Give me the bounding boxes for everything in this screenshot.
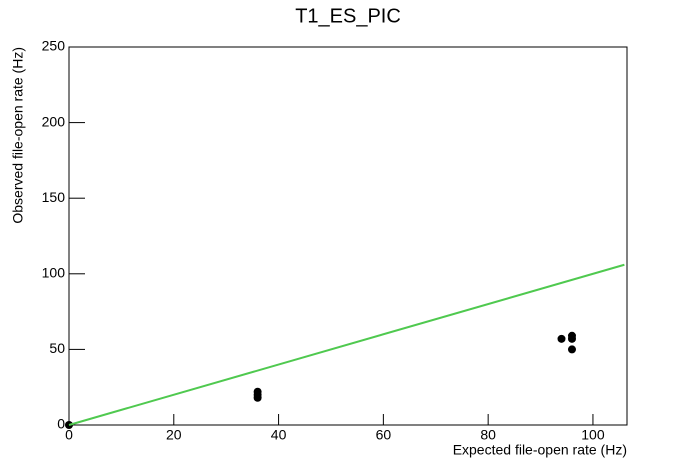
y-tick-label: 50 <box>49 340 65 356</box>
fit-line <box>68 263 625 426</box>
x-tick-label: 80 <box>480 427 496 443</box>
data-point <box>567 345 576 354</box>
chart-title: T1_ES_PIC <box>295 5 401 27</box>
x-tick-label: 60 <box>376 427 392 443</box>
y-tick-label: 100 <box>42 265 66 281</box>
x-tick-label: 0 <box>65 427 73 443</box>
data-point <box>253 393 262 402</box>
x-tick-label: 20 <box>166 427 182 443</box>
y-tick-label: 200 <box>42 113 66 129</box>
y-axis-label: Observed file-open rate (Hz) <box>10 47 26 224</box>
x-axis-label: Expected file-open rate (Hz) <box>453 442 627 458</box>
y-tick-label: 250 <box>42 38 66 54</box>
data-point <box>567 334 576 343</box>
plot-frame <box>68 46 628 426</box>
y-tick-label: 0 <box>57 416 65 432</box>
x-tick-label: 100 <box>581 427 605 443</box>
x-tick-label: 40 <box>271 427 287 443</box>
data-point <box>557 334 566 343</box>
y-tick-label: 150 <box>42 189 66 205</box>
